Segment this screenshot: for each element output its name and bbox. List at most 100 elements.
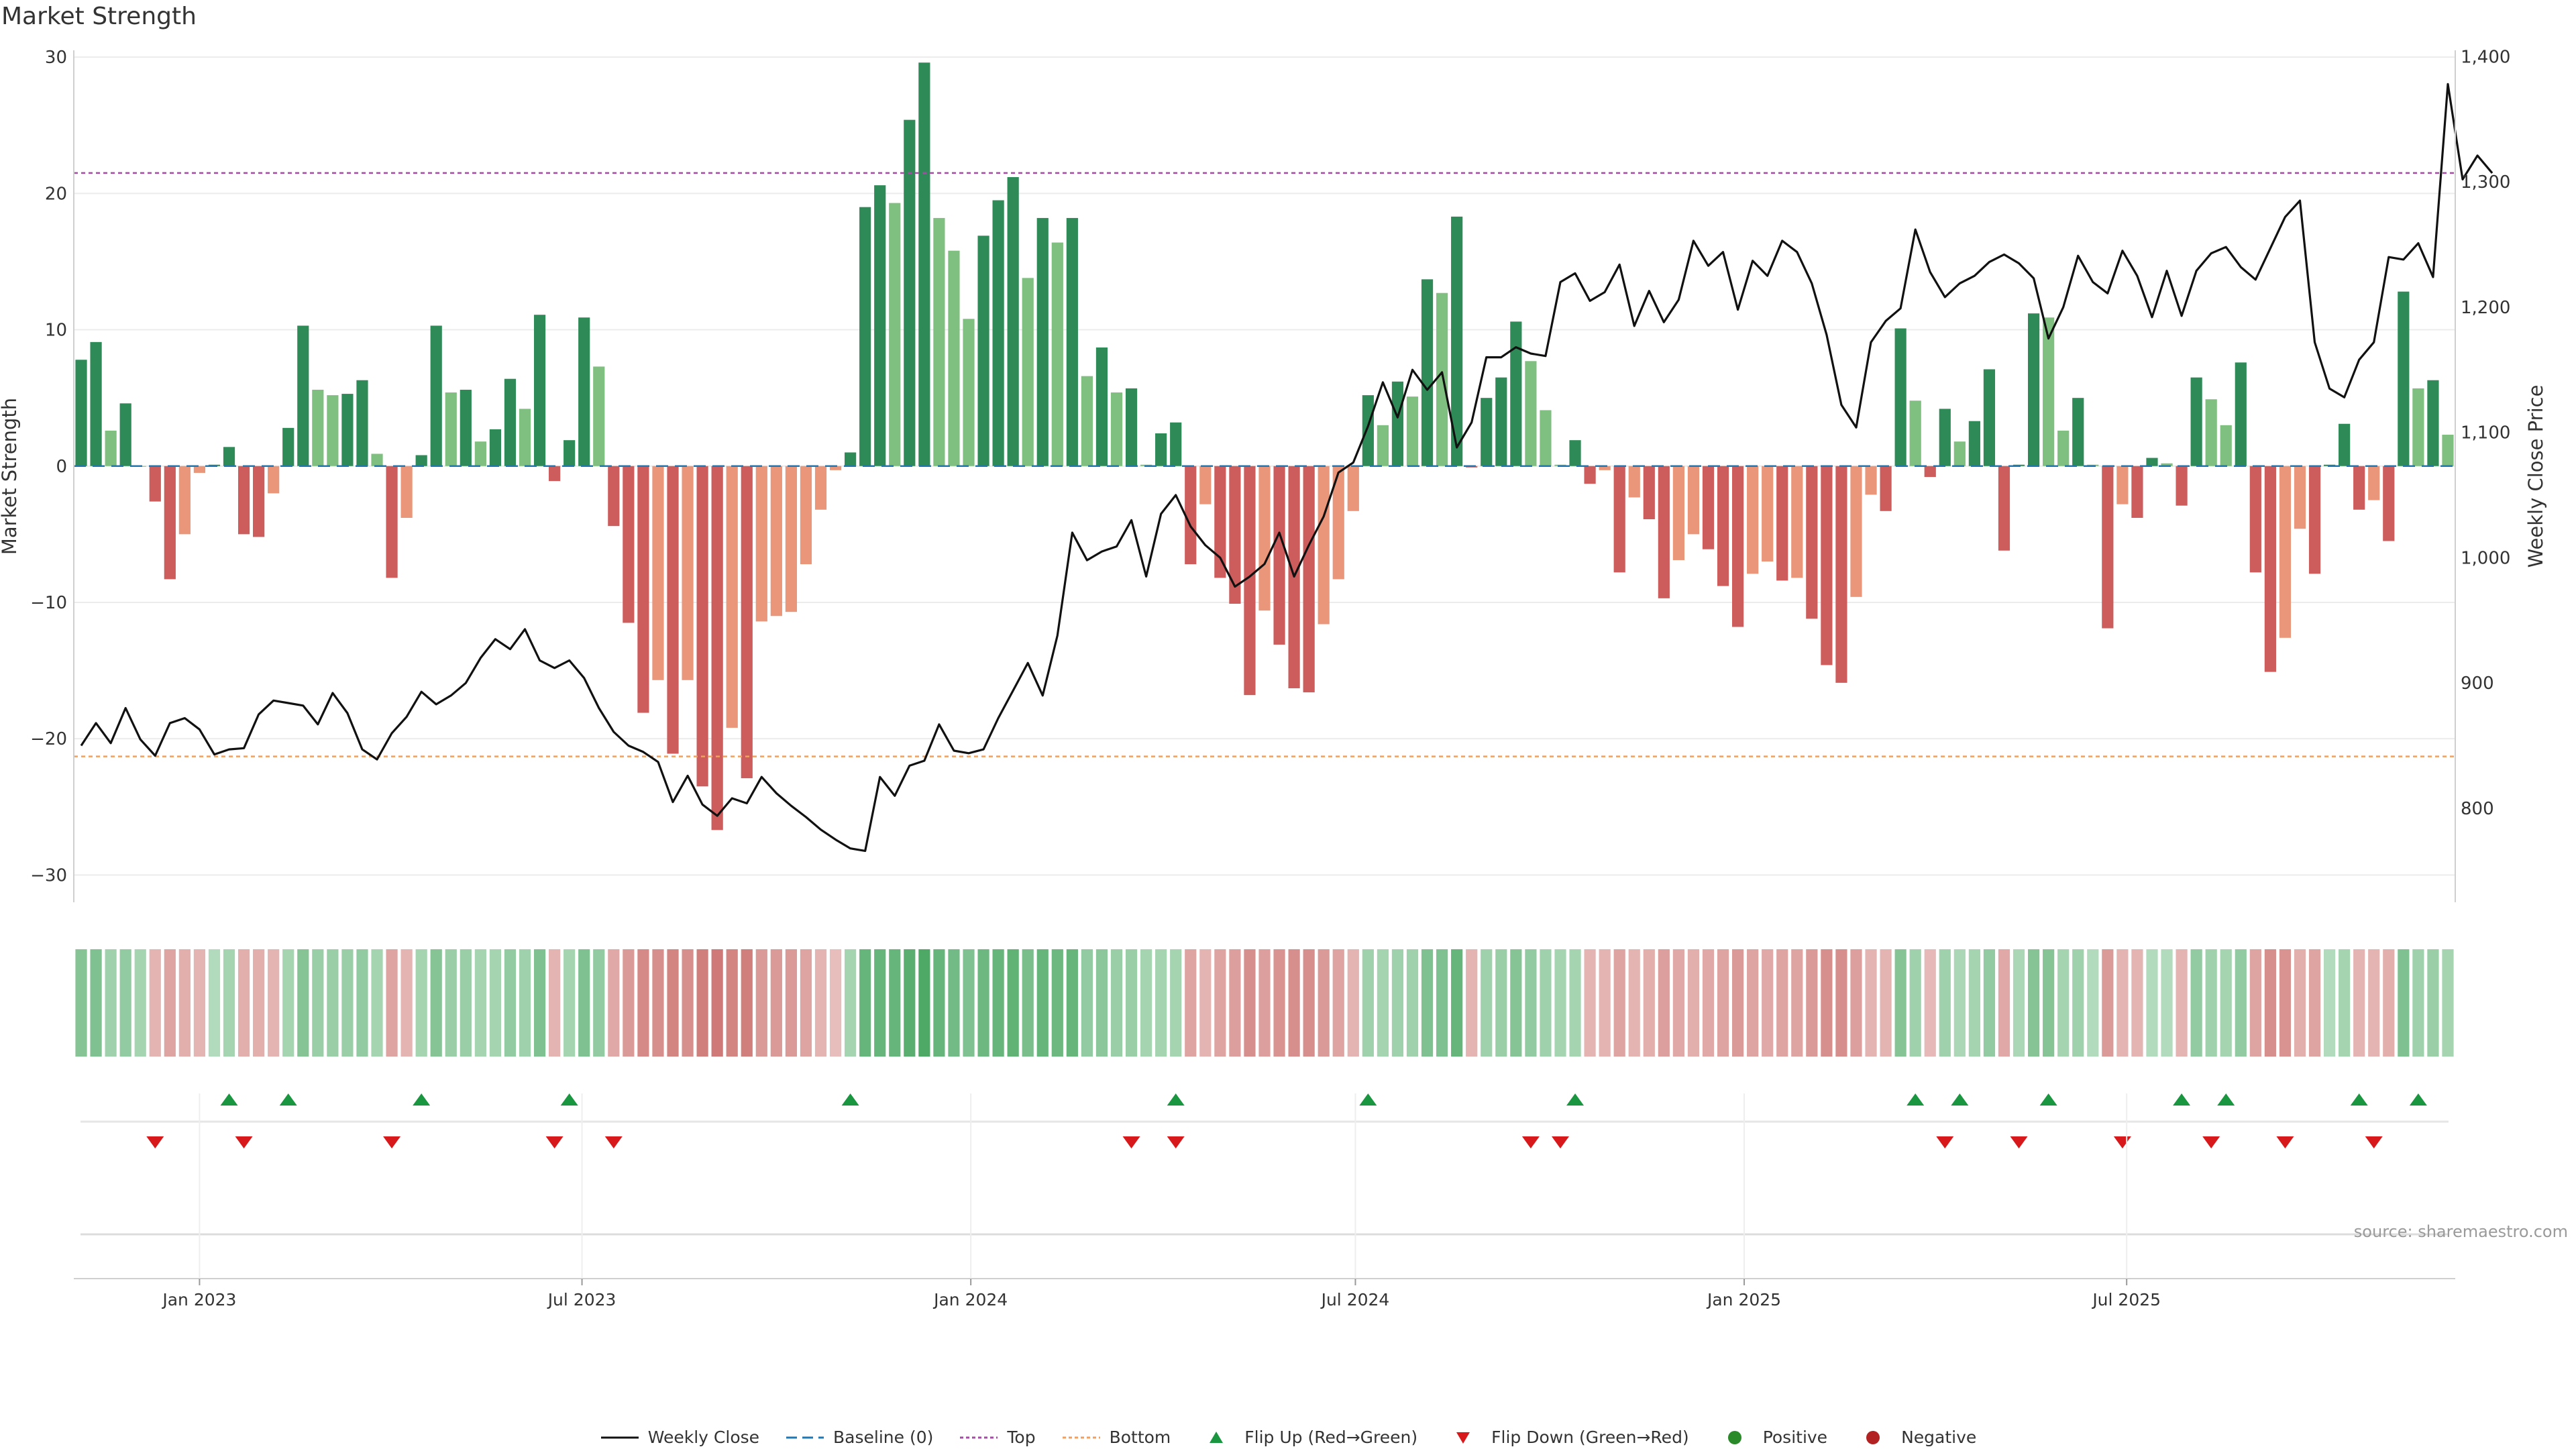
flip-up-marker <box>413 1093 431 1106</box>
strength-bar <box>2427 380 2439 466</box>
strength-bar <box>2353 466 2365 510</box>
strength-bar <box>1510 321 1522 466</box>
strength-bar <box>696 466 708 787</box>
strength-bar <box>164 466 176 580</box>
heat-cell <box>1318 949 1330 1057</box>
strength-bar <box>415 455 427 466</box>
strength-bar <box>1968 421 1980 466</box>
strength-bar <box>755 466 767 622</box>
strength-bar <box>1095 347 1108 466</box>
y2-tick-label: 1,400 <box>2461 47 2510 67</box>
heat-cell <box>312 949 324 1057</box>
strength-bar <box>2043 317 2055 466</box>
strength-bar <box>918 62 930 466</box>
heat-cell <box>2339 949 2351 1057</box>
heat-cell <box>386 949 398 1057</box>
flip-up-legend-symbol <box>1210 1431 1224 1443</box>
strength-bar <box>2294 466 2306 529</box>
heat-cell <box>1051 949 1063 1057</box>
heat-cell <box>829 949 842 1057</box>
heat-cell <box>889 949 901 1057</box>
heat-cell <box>489 949 502 1057</box>
strength-bar <box>1244 466 1256 696</box>
heat-cell <box>1421 949 1434 1057</box>
heat-cell <box>2294 949 2306 1057</box>
strength-bar <box>1672 466 1684 560</box>
flip-down-marker <box>1521 1136 1540 1148</box>
heat-cell <box>1066 949 1078 1057</box>
level-lines-layer <box>74 172 2455 757</box>
heat-cell <box>164 949 176 1057</box>
strength-bar <box>608 466 620 527</box>
strength-bar <box>726 466 738 728</box>
heat-cell <box>800 949 812 1057</box>
strength-bar <box>2339 423 2351 466</box>
strength-bar <box>2146 458 2158 466</box>
strength-bar <box>2220 425 2232 466</box>
heat-cell <box>1244 949 1256 1057</box>
heat-cell <box>75 949 87 1057</box>
strength-bar <box>1273 466 1285 645</box>
heat-cell <box>1406 949 1419 1057</box>
flip-up-marker <box>2350 1093 2368 1106</box>
heat-cell <box>1717 949 1729 1057</box>
heat-cell <box>445 949 457 1057</box>
strength-bar <box>1451 216 1463 466</box>
strength-bar <box>1776 466 1788 581</box>
strength-bar <box>1495 377 1507 466</box>
heat-cell <box>1495 949 1507 1057</box>
strength-bar <box>637 466 649 713</box>
flip-down-marker <box>1551 1136 1569 1148</box>
heat-cell <box>2368 949 2380 1057</box>
legend-item-flip-down: Flip Down (Green→Red) <box>1443 1428 1689 1447</box>
strength-bar <box>2057 430 2070 466</box>
heat-cell <box>992 949 1004 1057</box>
strength-bar <box>1924 466 1936 478</box>
legend: Weekly Close Baseline (0) Top Bottom Flip Up… <box>0 1428 2576 1447</box>
legend-item-negative: Negative <box>1853 1428 1976 1447</box>
heat-cell <box>1569 949 1581 1057</box>
heat-cell <box>904 949 916 1057</box>
heat-cell <box>2353 949 2365 1057</box>
heat-cell <box>193 949 206 1057</box>
strength-bar <box>282 427 294 466</box>
heat-cell <box>1110 949 1123 1057</box>
strength-bar <box>105 430 117 466</box>
strength-bar <box>1628 466 1640 498</box>
strength-bar <box>1791 466 1803 578</box>
heat-cell <box>1643 949 1655 1057</box>
strength-bar <box>992 200 1004 466</box>
heat-cell <box>1214 949 1226 1057</box>
strength-bar <box>1066 217 1078 466</box>
heat-cell <box>460 949 472 1057</box>
strength-bar <box>2279 466 2292 638</box>
strength-bar <box>1436 292 1448 466</box>
heat-cell <box>948 949 960 1057</box>
strength-bar <box>1051 242 1063 466</box>
flip-up-marker <box>2217 1093 2235 1106</box>
strength-bar <box>149 466 161 502</box>
heat-cell <box>1140 949 1152 1057</box>
x-tick-label: Jul 2025 <box>2091 1290 2161 1309</box>
strength-bar <box>1125 388 1138 466</box>
heat-cell <box>400 949 413 1057</box>
strength-bar <box>652 466 664 680</box>
heat-cell <box>2398 949 2410 1057</box>
strength-bar <box>1377 425 1389 466</box>
heat-cell <box>637 949 649 1057</box>
legend-label: Negative <box>1901 1428 1977 1447</box>
strength-bar <box>400 466 413 518</box>
heat-cell <box>1095 949 1108 1057</box>
heat-cell <box>504 949 517 1057</box>
heat-cell <box>1451 949 1463 1057</box>
heat-cell <box>371 949 383 1057</box>
legend-label: Baseline (0) <box>833 1428 934 1447</box>
heat-cell <box>2012 949 2025 1057</box>
chart-title: Market Strength <box>1 3 197 30</box>
heat-cell <box>1303 949 1315 1057</box>
strength-bar <box>1717 466 1729 586</box>
strength-bar <box>474 441 486 466</box>
flip-up-marker <box>1566 1093 1585 1106</box>
strength-bar <box>386 466 398 578</box>
strength-bar <box>75 360 87 466</box>
